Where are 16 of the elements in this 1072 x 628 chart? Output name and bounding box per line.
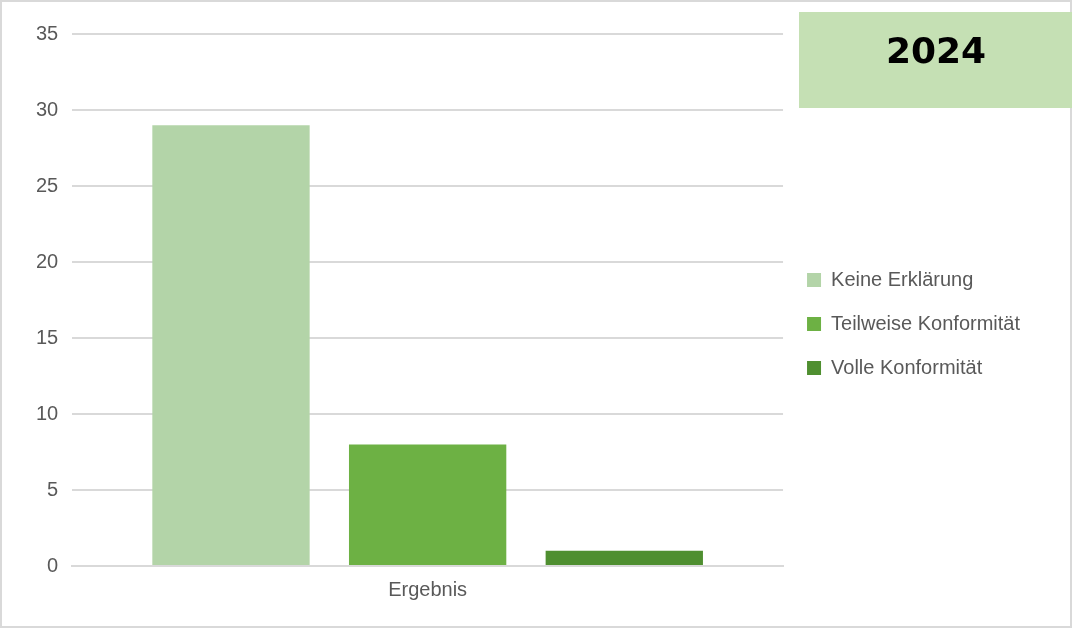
bar	[348, 444, 507, 565]
y-tick-label: 35	[36, 21, 59, 44]
legend-label: Volle Konformität	[831, 355, 983, 378]
x-tick-label: Ergebnis	[388, 577, 468, 600]
y-tick-label: 25	[36, 173, 59, 196]
legend-label: Teilweise Konformität	[831, 311, 1021, 334]
legend-label: Keine Erklärung	[831, 267, 974, 290]
y-tick-label: 20	[36, 249, 59, 272]
bar	[545, 550, 703, 565]
y-tick-label: 10	[36, 401, 59, 424]
y-tick-label: 15	[36, 325, 59, 348]
text: 2024	[799, 12, 1072, 108]
bar	[152, 125, 310, 565]
y-tick-label: 0	[47, 553, 59, 576]
y-tick-label: 30	[36, 97, 59, 120]
y-tick-label: 5	[47, 477, 59, 500]
